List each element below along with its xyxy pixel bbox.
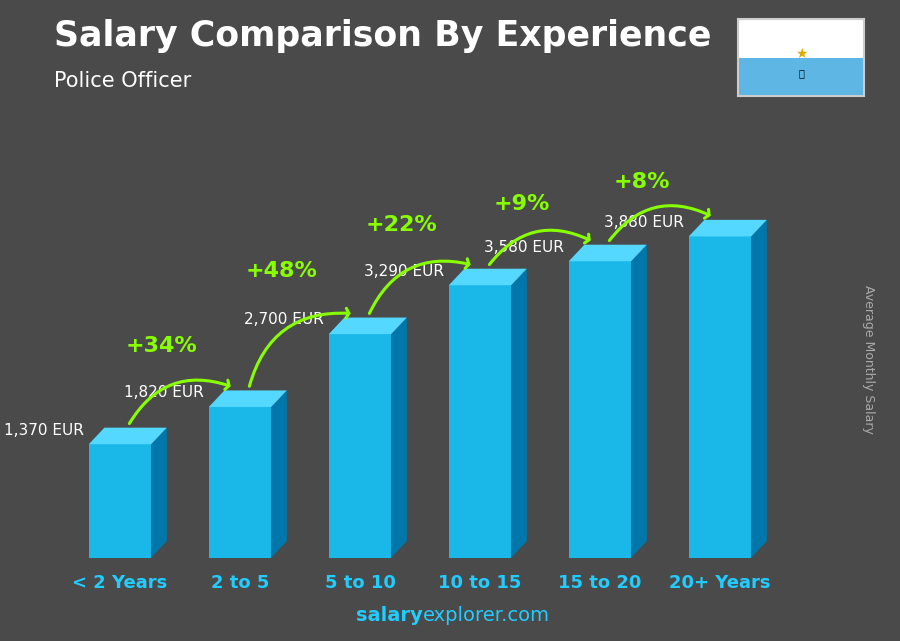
Polygon shape [752, 220, 767, 558]
Polygon shape [449, 269, 526, 285]
Polygon shape [511, 269, 526, 558]
Polygon shape [271, 390, 287, 558]
Bar [569, 262, 631, 558]
Bar [738, 58, 864, 96]
Text: +34%: +34% [126, 337, 198, 356]
Text: 2,700 EUR: 2,700 EUR [244, 313, 324, 328]
Text: Average Monthly Salary: Average Monthly Salary [862, 285, 875, 433]
Text: 3,290 EUR: 3,290 EUR [364, 263, 444, 279]
Bar [328, 334, 392, 558]
Text: Police Officer: Police Officer [54, 71, 191, 90]
Text: 3,880 EUR: 3,880 EUR [604, 215, 684, 229]
Polygon shape [688, 220, 767, 237]
Text: +9%: +9% [494, 194, 550, 214]
Text: salary: salary [356, 606, 423, 625]
Text: +8%: +8% [614, 172, 670, 192]
Bar [688, 237, 752, 558]
Polygon shape [151, 428, 166, 558]
Polygon shape [209, 390, 287, 407]
Text: explorer.com: explorer.com [423, 606, 550, 625]
Polygon shape [328, 317, 407, 334]
Text: +22%: +22% [366, 215, 438, 235]
Text: 1,820 EUR: 1,820 EUR [124, 385, 204, 401]
Text: Salary Comparison By Experience: Salary Comparison By Experience [54, 19, 711, 53]
Polygon shape [569, 245, 647, 262]
Bar [209, 407, 271, 558]
Bar [449, 285, 511, 558]
Polygon shape [89, 428, 166, 444]
Text: 1,370 EUR: 1,370 EUR [4, 422, 84, 438]
Text: 3,580 EUR: 3,580 EUR [484, 240, 564, 254]
Polygon shape [392, 317, 407, 558]
Text: ★: ★ [795, 47, 807, 61]
Bar [89, 444, 151, 558]
Text: +48%: +48% [246, 261, 318, 281]
Bar [738, 19, 864, 58]
Polygon shape [631, 245, 647, 558]
Text: 🏰: 🏰 [798, 68, 804, 78]
